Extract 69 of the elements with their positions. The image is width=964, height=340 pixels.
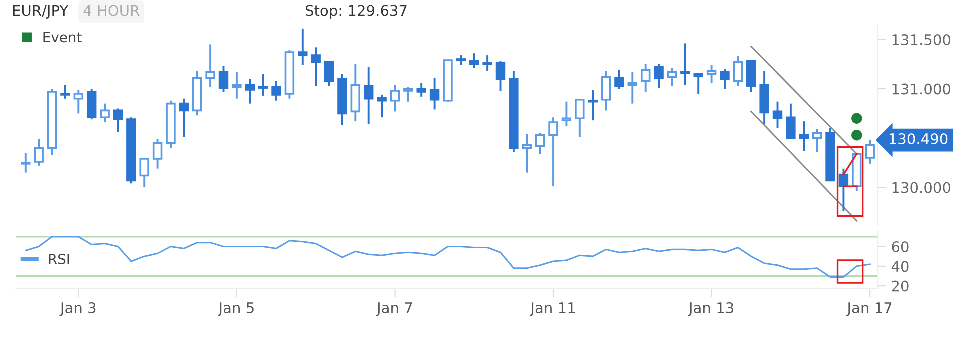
text: 130.490 bbox=[890, 133, 948, 144]
y-tick-label: 130.000 bbox=[892, 182, 951, 194]
candlestick bbox=[588, 89, 598, 122]
x-tick-label: Jan 3 bbox=[60, 302, 96, 316]
y-tick-label: 131.500 bbox=[892, 34, 951, 46]
candlestick bbox=[390, 84, 400, 113]
candlestick bbox=[496, 60, 506, 92]
candlestick bbox=[614, 69, 624, 90]
candlestick bbox=[324, 60, 334, 88]
candlestick bbox=[245, 78, 255, 105]
legend-label: RSI bbox=[49, 254, 70, 265]
candlestick bbox=[258, 73, 268, 97]
candlestick bbox=[562, 100, 572, 128]
chart-title: EUR/JPY bbox=[13, 5, 69, 19]
candlestick bbox=[654, 63, 664, 90]
y-tick-label: 60 bbox=[892, 241, 909, 252]
legend-label: Event bbox=[44, 32, 82, 43]
candlestick bbox=[298, 28, 308, 66]
candlestick bbox=[628, 71, 638, 105]
candlestick bbox=[786, 102, 796, 140]
candlestick bbox=[522, 133, 532, 174]
candlestick bbox=[640, 63, 651, 93]
candlestick bbox=[232, 71, 242, 100]
chart-subtitle: 4 HOUR bbox=[84, 5, 140, 16]
line-series bbox=[25, 236, 871, 278]
candlestick bbox=[113, 108, 124, 134]
x-tick-label: Jan 7 bbox=[376, 302, 412, 316]
candlestick bbox=[694, 72, 704, 95]
candlestick bbox=[548, 116, 558, 188]
candlestick bbox=[21, 152, 31, 174]
candlestick bbox=[152, 138, 163, 170]
candlestick bbox=[535, 132, 546, 156]
x-tick-label: Jan 11 bbox=[530, 302, 576, 316]
candlestick bbox=[470, 52, 480, 70]
candlestick bbox=[812, 128, 822, 154]
candlestick bbox=[218, 65, 229, 93]
candlestick bbox=[706, 64, 717, 84]
candlestick bbox=[364, 66, 374, 126]
candlestick bbox=[482, 54, 492, 72]
candlestick bbox=[404, 86, 414, 103]
text: Stop: 129.637 bbox=[306, 5, 407, 20]
candlestick bbox=[100, 102, 110, 124]
candlestick bbox=[456, 54, 466, 66]
y-tick-label: 40 bbox=[892, 261, 909, 272]
candlestick bbox=[272, 80, 282, 102]
candlestick bbox=[733, 56, 744, 88]
candlestick bbox=[34, 138, 44, 167]
candlestick bbox=[311, 46, 321, 88]
candlestick bbox=[772, 100, 783, 130]
candlestick bbox=[680, 42, 690, 86]
y-tick-label: 131.000 bbox=[892, 84, 951, 95]
x-tick-label: Jan 13 bbox=[688, 302, 734, 316]
candlestick bbox=[667, 67, 678, 88]
candlestick bbox=[799, 120, 809, 152]
candlestick bbox=[865, 139, 875, 165]
candlestick bbox=[206, 44, 216, 88]
candlestick bbox=[377, 94, 387, 119]
candlestick bbox=[416, 82, 426, 98]
candlestick bbox=[179, 98, 190, 138]
candlestick bbox=[720, 68, 730, 90]
candlestick bbox=[575, 98, 585, 138]
x-tick-label: Jan 17 bbox=[846, 302, 892, 316]
candlestick bbox=[74, 89, 84, 115]
candlestick bbox=[140, 158, 150, 189]
candlestick bbox=[60, 84, 70, 100]
y-tick-label: 20 bbox=[892, 280, 909, 292]
x-tick-label: Jan 5 bbox=[218, 302, 254, 316]
candlestick bbox=[430, 77, 440, 111]
candlestick bbox=[601, 70, 612, 112]
